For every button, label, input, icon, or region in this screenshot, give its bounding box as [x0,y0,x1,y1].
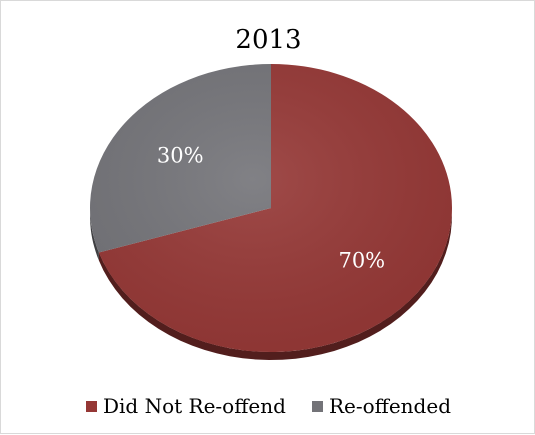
pie-labels: 70% 30% [157,144,385,273]
legend-item-reoffended: Re-offended [311,394,451,418]
pie-depth [90,212,452,360]
pie-label-did-not-re-offend: 70% [338,249,385,273]
legend: Did Not Re-offend Re-offended [1,394,535,418]
pie-label-re-offended: 30% [157,144,204,168]
chart-title: 2013 [235,25,302,55]
pie-depth-re-offended [90,212,99,261]
pie-shading [90,64,452,352]
pie-slices [90,64,453,352]
legend-swatch-reoffended [311,400,323,412]
legend-swatch-did-not-reoffend [85,400,97,412]
legend-item-did-not-reoffend: Did Not Re-offend [85,394,286,418]
legend-label-did-not-reoffend: Did Not Re-offend [102,394,286,418]
legend-label-reoffended: Re-offended [328,394,451,418]
